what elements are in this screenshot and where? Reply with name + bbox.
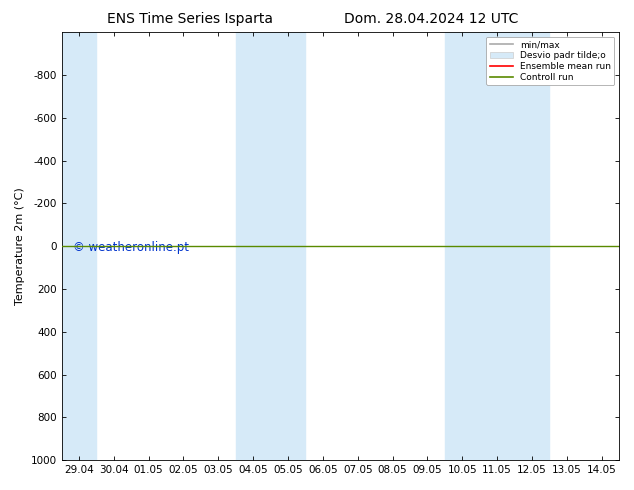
Y-axis label: Temperature 2m (°C): Temperature 2m (°C) bbox=[15, 187, 25, 305]
Bar bbox=[61, 32, 96, 460]
Bar bbox=[236, 32, 306, 460]
Text: Dom. 28.04.2024 12 UTC: Dom. 28.04.2024 12 UTC bbox=[344, 12, 519, 26]
Text: © weatheronline.pt: © weatheronline.pt bbox=[73, 241, 189, 253]
Bar bbox=[445, 32, 549, 460]
Legend: min/max, Desvio padr tilde;o, Ensemble mean run, Controll run: min/max, Desvio padr tilde;o, Ensemble m… bbox=[486, 37, 614, 85]
Text: ENS Time Series Isparta: ENS Time Series Isparta bbox=[107, 12, 273, 26]
